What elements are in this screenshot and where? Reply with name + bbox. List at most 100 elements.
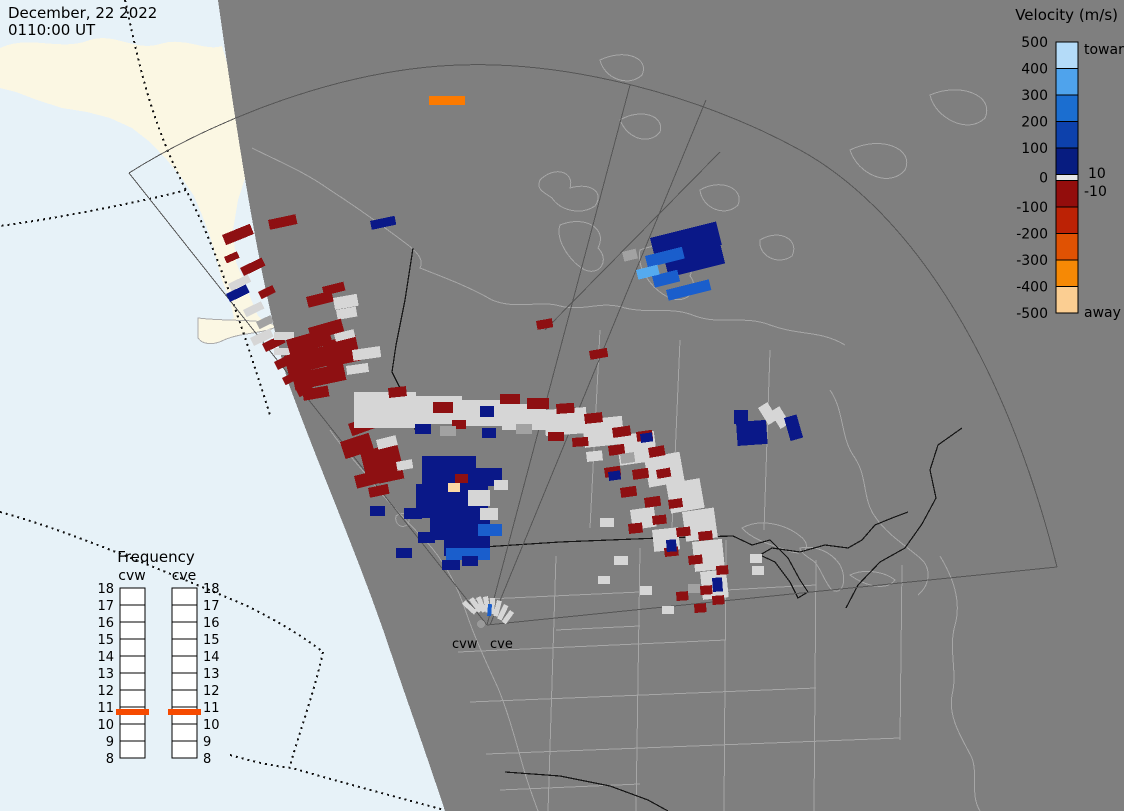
frequency-scale-label: 15 (203, 633, 220, 648)
frequency-scale-label: 10 (97, 718, 114, 733)
colorbar-segment (1055, 121, 1079, 149)
frequency-marker (116, 709, 149, 716)
frequency-scale-label: 8 (203, 752, 211, 767)
colorbar-tick-label: 100 (1021, 141, 1048, 157)
colorbar-segment (1055, 94, 1079, 122)
frequency-col-cvw: cvw (118, 568, 145, 584)
radar-echo-cell (480, 508, 498, 520)
radar-echo-cell (652, 269, 681, 288)
radar-echo-cell (736, 419, 768, 446)
radar-echo-cell (662, 606, 674, 614)
radar-echo-cell (274, 332, 294, 340)
radar-echo-cell (600, 518, 614, 527)
radar-echo-cell (482, 428, 496, 438)
colorbar-title: Velocity (m/s) (1015, 6, 1118, 24)
radar-echo-cell (351, 346, 382, 361)
radar-echo-cell (250, 328, 274, 347)
radar-echo-cell (256, 314, 274, 330)
radar-echo-cell (496, 604, 509, 621)
radar-echo-cell (535, 318, 554, 330)
radar-echo-cell (468, 490, 490, 506)
radar-echo-cell (572, 436, 589, 447)
colorbar-segment (1055, 180, 1079, 208)
colorbar-border (1055, 41, 1079, 314)
radar-echo-cell (750, 554, 762, 563)
radar-echo-cell (376, 464, 405, 484)
radar-echo-cell (404, 508, 422, 519)
lower-threshold-label: -10 (1084, 184, 1107, 200)
colorbar-segment (1055, 206, 1079, 234)
radar-echo-cell (487, 604, 492, 617)
radar-echo-cell (770, 406, 790, 429)
radar-echo-cell (306, 290, 334, 308)
radar-echo-cell (621, 248, 639, 262)
radar-echo-cell (370, 506, 385, 516)
frequency-bars: 18 17 16 15 14 13 12 11 10 9 8 18 17 16 15 14 13 12 11 10 9 8 (97, 582, 219, 767)
radar-echo-cell (478, 524, 502, 536)
radar-echo-cell (346, 362, 370, 375)
colorbar-tick-label: -300 (1016, 253, 1048, 269)
frequency-scale-label: 10 (203, 718, 220, 733)
radar-echo-cell (636, 264, 660, 280)
radar-echo-cell (494, 480, 508, 490)
radar-echo-cell (784, 414, 804, 442)
frequency-scale-label: 14 (97, 650, 114, 665)
radar-echo-cell (224, 251, 240, 264)
frequency-scale-label: 12 (203, 684, 220, 699)
radar-echo-cell (668, 498, 684, 509)
frequency-scale-label: 17 (203, 599, 220, 614)
colorbar-tick-label: 0 (1039, 171, 1048, 187)
colorbar-tick-label: -100 (1016, 200, 1048, 216)
radar-echo-cell (456, 460, 476, 472)
radar-echo-cell (584, 412, 603, 424)
radar-echo-cell (415, 424, 431, 434)
radar-echo-cell (446, 548, 490, 560)
radar-echo-cell (712, 595, 725, 605)
frequency-marker (168, 709, 201, 716)
frequency-scale-label: 16 (97, 616, 114, 631)
colorbar-tick-label: -200 (1016, 227, 1048, 243)
radar-echo-cell (548, 432, 564, 441)
radar-echo-cell (608, 443, 626, 456)
radar-echo-cell (226, 284, 250, 303)
radar-echo-cell (354, 392, 416, 428)
colorbar-segment (1055, 286, 1079, 314)
radar-echo-cell (469, 597, 483, 613)
radar-echo-cell (448, 483, 460, 492)
radar-echo-cell (543, 407, 588, 436)
radar-echo-cell (360, 442, 403, 474)
frequency-scale-label: 13 (97, 667, 114, 682)
colorbar-segment (1055, 147, 1079, 175)
radar-echo-cell (640, 432, 654, 443)
colorbar-tick-label: -500 (1016, 306, 1048, 322)
velocity-colorbar: 500 400 300 200 100 0 -100 -200 -300 -400 -500 (1016, 35, 1079, 322)
radar-echo-cell (354, 469, 383, 489)
radar-echo-cell (476, 596, 487, 613)
radar-echo-cell (462, 600, 478, 615)
frequency-scale-label: 14 (203, 650, 220, 665)
colorbar-segment (1055, 68, 1079, 96)
radar-echo-cell (666, 539, 677, 552)
radar-echo-cell (688, 554, 703, 565)
radar-echo-cell (582, 415, 625, 448)
radar-echo-cell (664, 243, 726, 278)
radar-echo-cell (258, 284, 276, 300)
date-label: December, 22 2022 (8, 4, 157, 22)
radar-site-marker (477, 620, 485, 628)
radar-echo-cell (388, 386, 407, 398)
radar-echo-cell (676, 591, 689, 601)
toward-label: toward (1084, 42, 1124, 58)
radar-echo-cell (608, 470, 622, 481)
radar-echo-cell (462, 556, 478, 566)
frequency-scale-label: 18 (203, 582, 220, 597)
radar-echo-cell (614, 556, 628, 565)
radar-echo-cell (500, 394, 520, 404)
radar-echo-cell (655, 467, 672, 479)
frequency-scale-label: 18 (97, 582, 114, 597)
radar-label-cvw: cvw (452, 637, 478, 652)
colorbar-segment (1055, 233, 1079, 261)
radar-echo-cell (555, 402, 575, 414)
radar-echo-cell (302, 385, 330, 401)
